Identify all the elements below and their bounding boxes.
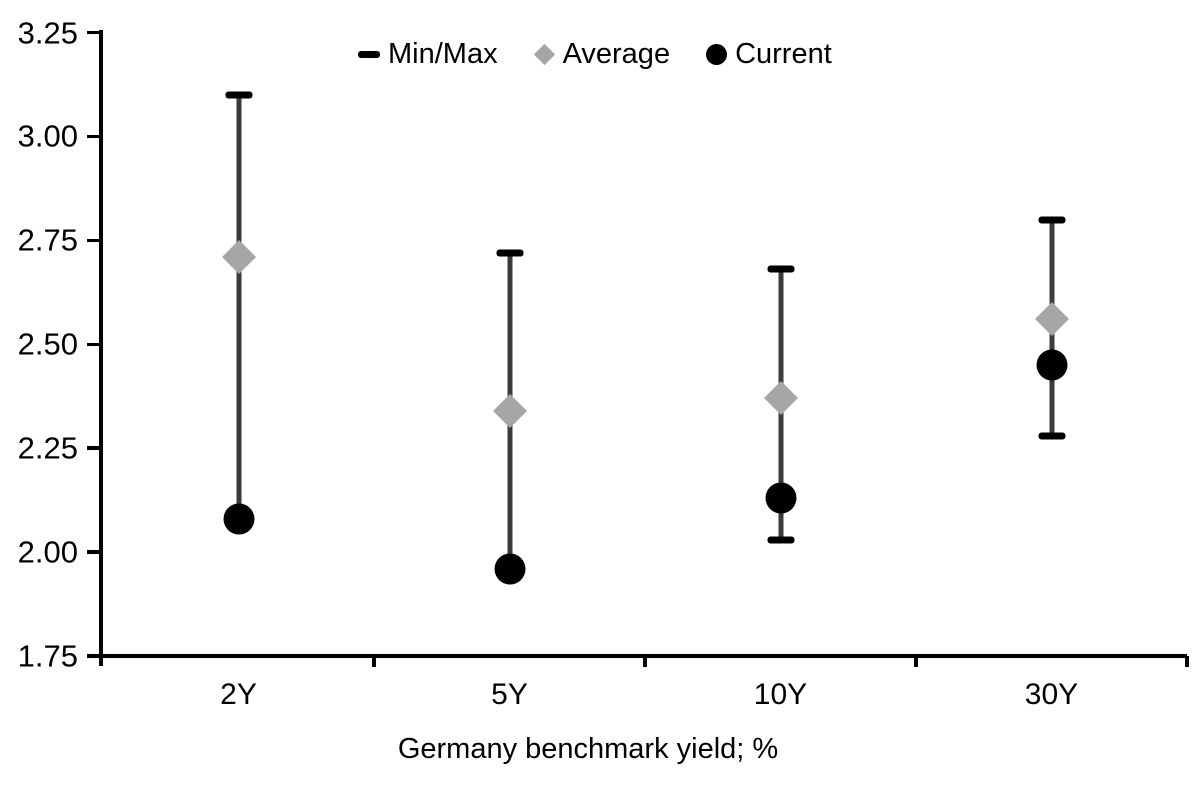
legend-label-current: Current	[735, 38, 832, 70]
average-marker-5Y	[492, 393, 527, 428]
average-marker-2Y	[221, 239, 256, 274]
current-circle-icon	[706, 43, 728, 65]
legend-item-minmax: Min/Max	[358, 38, 498, 70]
legend-label-average: Average	[562, 38, 671, 70]
current-marker-5Y	[494, 553, 525, 585]
min-cap-10Y	[767, 536, 794, 544]
minmax-dash-icon	[358, 50, 380, 58]
x-tick-mark	[372, 656, 376, 667]
average-marker-30Y	[1034, 302, 1069, 337]
y-tick-label: 3.25	[17, 15, 78, 50]
legend-item-average: Average	[533, 38, 671, 70]
x-tick-mark	[914, 656, 918, 667]
y-tick-mark	[87, 30, 103, 35]
y-tick-mark	[87, 134, 103, 139]
y-tick-mark	[87, 446, 103, 450]
y-tick-label: 2.25	[17, 430, 78, 466]
max-cap-2Y	[225, 91, 252, 99]
x-category-label-2Y: 2Y	[220, 678, 257, 711]
x-tick-mark	[643, 656, 647, 667]
current-marker-2Y	[223, 503, 254, 535]
x-category-label-30Y: 30Y	[1024, 678, 1079, 711]
x-category-label-10Y: 10Y	[753, 678, 808, 711]
average-diamond-icon	[533, 43, 555, 65]
y-tick-mark	[87, 238, 103, 243]
current-marker-30Y	[1036, 349, 1067, 381]
max-cap-10Y	[767, 265, 794, 273]
y-tick-mark	[87, 550, 103, 554]
y-tick-mark	[87, 654, 103, 658]
y-axis-line	[99, 29, 103, 666]
average-marker-10Y	[763, 381, 798, 416]
max-cap-30Y	[1038, 216, 1065, 224]
chart-legend: Min/Max Average Current	[358, 38, 832, 70]
max-cap-5Y	[496, 249, 523, 257]
y-tick-label: 2.75	[17, 222, 78, 258]
y-tick-label: 3.00	[17, 118, 78, 154]
y-tick-mark	[87, 342, 103, 346]
y-tick-label: 1.75	[17, 638, 78, 674]
y-tick-label: 2.00	[17, 534, 78, 570]
legend-item-current: Current	[706, 38, 832, 70]
x-axis-title: Germany benchmark yield; %	[397, 733, 779, 765]
y-tick-label: 2.50	[17, 326, 78, 362]
x-tick-mark	[1185, 656, 1189, 667]
min-cap-30Y	[1038, 432, 1065, 440]
minmax-whisker-2Y	[236, 94, 241, 519]
legend-label-minmax: Min/Max	[388, 38, 498, 70]
current-marker-10Y	[765, 482, 796, 514]
x-category-label-5Y: 5Y	[491, 678, 528, 711]
